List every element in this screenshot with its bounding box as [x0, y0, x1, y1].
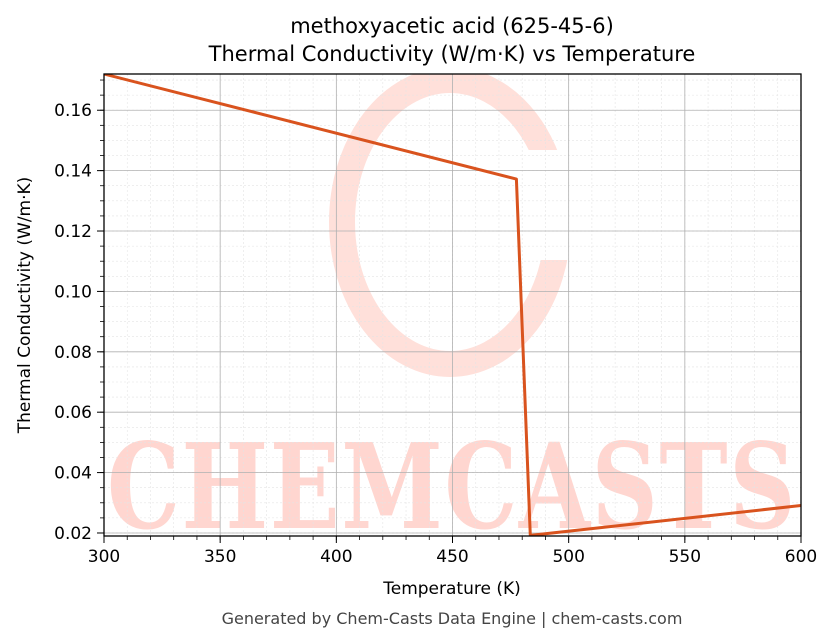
x-tick-label: 400: [320, 547, 352, 567]
y-tick-label: 0.16: [54, 101, 92, 121]
grid-major: [104, 74, 801, 536]
x-tick-label: 600: [785, 547, 817, 567]
y-tick-label: 0.06: [54, 403, 92, 423]
y-tick-label: 0.08: [54, 343, 92, 363]
x-tick-label: 450: [436, 547, 468, 567]
x-tick-label: 500: [552, 547, 584, 567]
watermark-text: CHEMCASTS: [107, 417, 797, 556]
x-tick-label: 300: [88, 547, 120, 567]
y-axis-label: Thermal Conductivity (W/m·K): [15, 177, 35, 435]
y-tick-label: 0.12: [54, 222, 92, 242]
y-axis: 0.02 0.04 0.06 0.08 0.10 0.12 0.14 0.16: [54, 79, 104, 544]
x-tick-label: 350: [204, 547, 236, 567]
footer-credit: Generated by Chem-Casts Data Engine | ch…: [222, 609, 683, 628]
y-tick-label: 0.02: [54, 524, 92, 544]
series-line: [104, 74, 801, 536]
y-tick-label: 0.10: [54, 282, 92, 302]
x-tick-label: 550: [669, 547, 701, 567]
watermark: CHEMCASTS: [107, 74, 797, 556]
x-axis: 300 350 400 450 500 550 600: [88, 536, 817, 567]
y-tick-label: 0.04: [54, 464, 92, 484]
chart-title: methoxyacetic acid (625-45-6): [290, 14, 614, 38]
chart-subtitle: Thermal Conductivity (W/m·K) vs Temperat…: [208, 42, 696, 66]
x-axis-label: Temperature (K): [382, 579, 521, 599]
y-tick-label: 0.14: [54, 162, 92, 182]
